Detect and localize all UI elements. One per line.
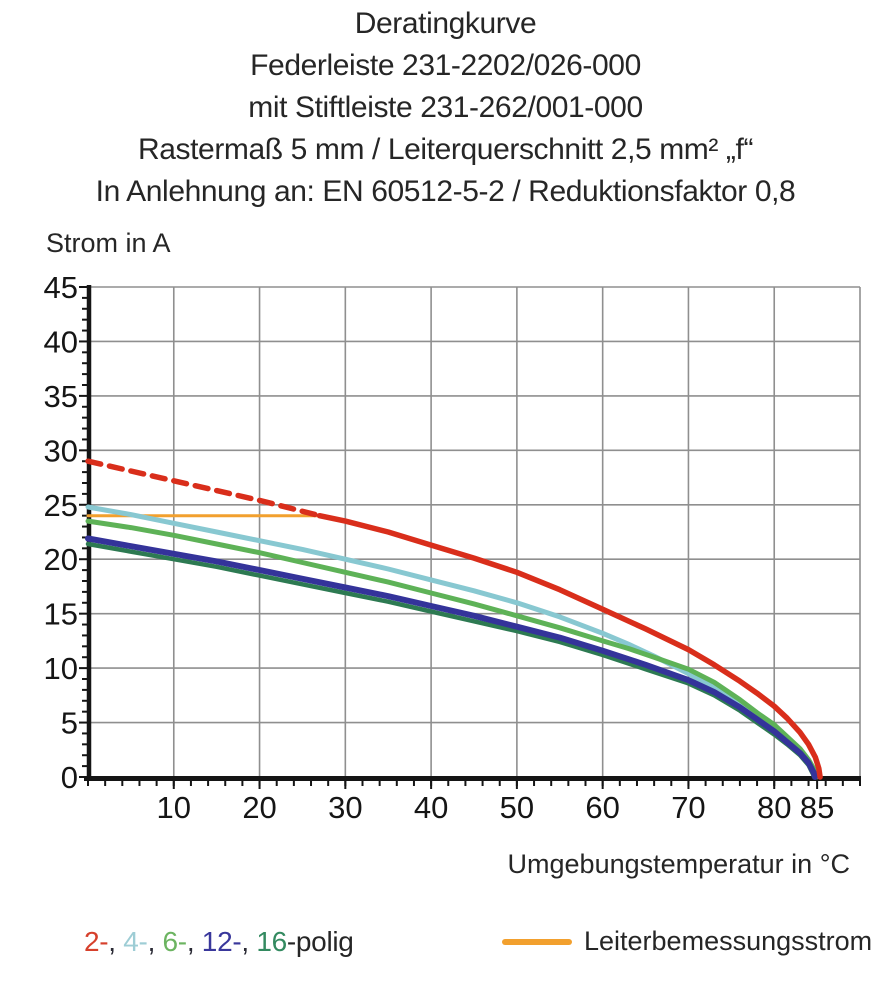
legend-pole-2: 2- — [84, 926, 109, 957]
legend-pole-16: 16 — [256, 926, 287, 957]
title-line-4: Rastermaß 5 mm / Leiterquerschnitt 2,5 m… — [137, 133, 754, 166]
legend-pole-suffix: -polig — [286, 926, 354, 957]
title-line-5: In Anlehnung an: EN 60512-5-2 / Reduktio… — [95, 175, 796, 208]
y-tick-label-15: 15 — [44, 597, 78, 632]
legend-separator: , — [147, 926, 163, 957]
y-tick-label-10: 10 — [44, 651, 78, 686]
curve-12-polig — [85, 535, 818, 780]
x-tick-label-85: 85 — [800, 790, 834, 825]
title-line-1: Deratingkurve — [354, 7, 537, 40]
legend-pole-4: 4- — [123, 926, 148, 957]
y-tick-label-40: 40 — [44, 324, 78, 359]
y-tick-label-20: 20 — [44, 542, 78, 577]
x-tick-label-60: 60 — [585, 790, 619, 825]
legend-pole-6: 6- — [162, 926, 188, 957]
curve-2-polig — [316, 512, 823, 780]
legend-pole-12: 12- — [201, 926, 242, 957]
x-tick-label-10: 10 — [157, 790, 191, 825]
x-tick-label-50: 50 — [500, 790, 534, 825]
legend-pole-counts: 2-, 4-, 6-, 12-, 16-polig — [84, 926, 354, 958]
tick-labels: 0 5 10 15 20 25 30 35 40 45 10 20 30 40 50 60 70 80 85 — [44, 270, 835, 825]
x-tick-label-80: 80 — [757, 790, 791, 825]
title-line-3: mit Stiftleiste 231-262/001-000 — [248, 91, 643, 124]
reference-current-label: Leiterbemessungsstrom — [584, 926, 873, 956]
y-tick-label-35: 35 — [44, 379, 78, 414]
y-tick-label-30: 30 — [44, 433, 78, 468]
curves — [85, 458, 823, 780]
y-tick-label-25: 25 — [44, 488, 78, 523]
chart-title-block: Deratingkurve Federleiste 231-2202/026-0… — [0, 3, 891, 213]
legend-separator: , — [241, 926, 257, 957]
curve-4-polig — [85, 504, 819, 780]
legend-separator: , — [108, 926, 124, 957]
legend-separator: , — [186, 926, 202, 957]
curve-6-polig — [85, 518, 820, 780]
curve-2-polig-dashed — [85, 458, 323, 519]
x-tick-label-70: 70 — [671, 790, 705, 825]
x-axis-title: Umgebungstemperatur in °C — [507, 849, 850, 879]
axes — [84, 285, 861, 781]
y-tick-label-5: 5 — [61, 706, 78, 741]
x-tick-label-40: 40 — [414, 790, 448, 825]
y-tick-label-45: 45 — [44, 270, 78, 305]
y-tick-label-0: 0 — [61, 760, 78, 795]
x-tick-label-30: 30 — [328, 790, 362, 825]
title-line-2: Federleiste 231-2202/026-000 — [250, 49, 641, 82]
reference-current-swatch — [502, 938, 572, 945]
x-tick-label-20: 20 — [242, 790, 276, 825]
y-axis-title: Strom in A — [46, 228, 171, 258]
legend-reference-current: Leiterbemessungsstrom — [502, 926, 872, 957]
